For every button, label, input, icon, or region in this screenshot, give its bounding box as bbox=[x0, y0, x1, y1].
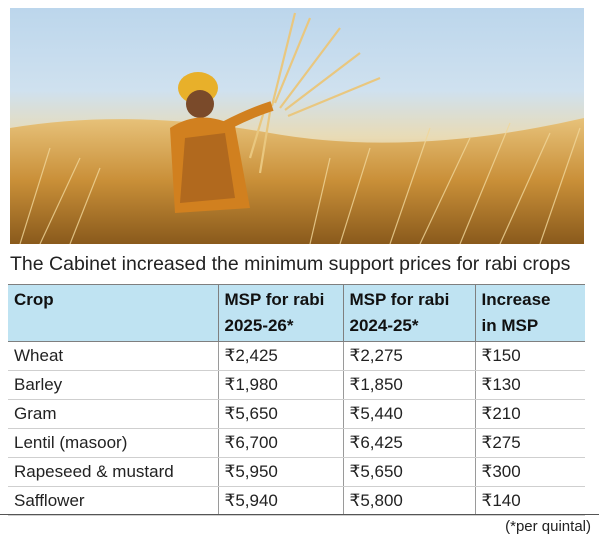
msp-2024-cell: ₹5,800 bbox=[342, 486, 476, 516]
msp-2025-cell: ₹6,700 bbox=[217, 428, 344, 458]
crop-cell: Barley bbox=[8, 370, 219, 400]
table-row: Gram ₹5,650 ₹5,440 ₹210 bbox=[8, 399, 585, 429]
crop-cell: Lentil (masoor) bbox=[8, 428, 219, 458]
increase-cell: ₹140 bbox=[474, 486, 585, 516]
table-header-row: Crop MSP for rabi 2025-26* MSP for rabi 20… bbox=[8, 284, 585, 342]
header-crop: Crop bbox=[8, 284, 219, 342]
msp-2025-cell: ₹5,650 bbox=[217, 399, 344, 429]
table-row: Wheat ₹2,425 ₹2,275 ₹150 bbox=[8, 341, 585, 371]
msp-2025-cell: ₹5,950 bbox=[217, 457, 344, 487]
crop-cell: Safflower bbox=[8, 486, 219, 516]
msp-2025-cell: ₹1,980 bbox=[217, 370, 344, 400]
table-row: Rapeseed & mustard ₹5,950 ₹5,650 ₹300 bbox=[8, 457, 585, 487]
msp-2024-cell: ₹2,275 bbox=[342, 341, 476, 371]
harvest-photo bbox=[10, 8, 584, 244]
table-row: Safflower ₹5,940 ₹5,800 ₹140 bbox=[8, 486, 585, 516]
msp-2025-cell: ₹2,425 bbox=[217, 341, 344, 371]
crop-cell: Gram bbox=[8, 399, 219, 429]
photo-caption: The Cabinet increased the minimum suppor… bbox=[10, 253, 571, 275]
table-row: Lentil (masoor) ₹6,700 ₹6,425 ₹275 bbox=[8, 428, 585, 458]
wheat-field-illustration bbox=[10, 12, 584, 244]
msp-table: Crop MSP for rabi 2025-26* MSP for rabi 20… bbox=[8, 284, 585, 516]
header-msp-2024-25: MSP for rabi 2024-25* bbox=[342, 284, 476, 342]
msp-2025-cell: ₹5,940 bbox=[217, 486, 344, 516]
increase-cell: ₹130 bbox=[474, 370, 585, 400]
msp-2024-cell: ₹6,425 bbox=[342, 428, 476, 458]
increase-cell: ₹300 bbox=[474, 457, 585, 487]
table-row: Barley ₹1,980 ₹1,850 ₹130 bbox=[8, 370, 585, 400]
crop-cell: Rapeseed & mustard bbox=[8, 457, 219, 487]
header-msp-2025-26: MSP for rabi 2025-26* bbox=[217, 284, 344, 342]
increase-cell: ₹275 bbox=[474, 428, 585, 458]
msp-2024-cell: ₹5,650 bbox=[342, 457, 476, 487]
footnote: (*per quintal) bbox=[505, 518, 591, 535]
increase-cell: ₹210 bbox=[474, 399, 585, 429]
header-increase: Increase in MSP bbox=[474, 284, 585, 342]
bottom-divider bbox=[0, 514, 599, 515]
msp-2024-cell: ₹1,850 bbox=[342, 370, 476, 400]
msp-2024-cell: ₹5,440 bbox=[342, 399, 476, 429]
top-strip bbox=[0, 0, 599, 8]
crop-cell: Wheat bbox=[8, 341, 219, 371]
increase-cell: ₹150 bbox=[474, 341, 585, 371]
